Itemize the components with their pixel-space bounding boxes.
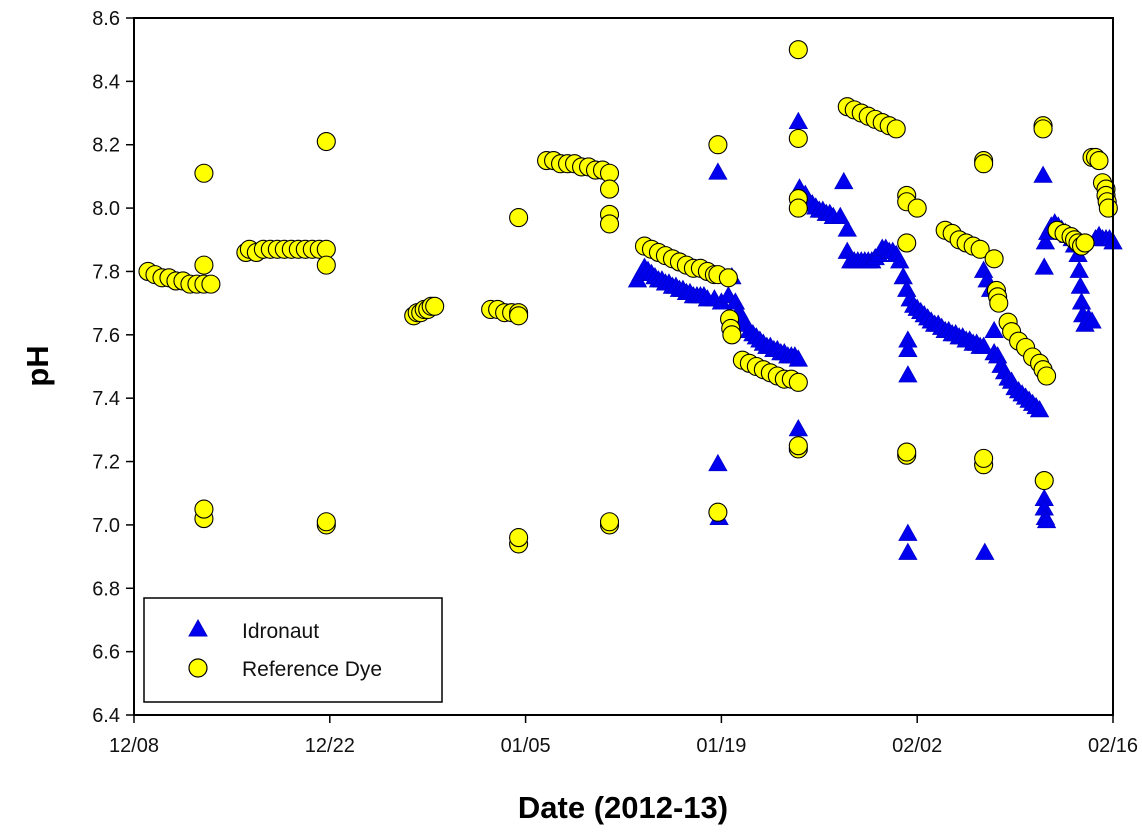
data-point-circle [897,442,917,462]
data-series-layer [138,40,1123,560]
data-point-triangle [788,111,809,129]
y-tick-label: 7.4 [92,388,120,410]
legend: Idronaut Reference Dye [143,597,443,703]
data-point-triangle [898,339,918,358]
y-tick-label: 6.6 [92,642,120,664]
data-point-triangle [890,251,910,269]
x-tick-label: 01/05 [501,735,551,757]
plot-frame [133,17,1114,716]
data-point-triangle [837,219,857,237]
data-point-triangle [1069,260,1089,278]
data-point-circle [984,249,1004,269]
data-point-triangle [830,206,850,224]
data-point-circle [788,198,808,218]
y-axis-ticks: 6.4 6.6 6.8 7.0 7.2 7.4 7.6 7.8 8.0 8.2 8.4 8.6 [92,8,134,727]
x-tick-label: 02/16 [1088,735,1138,757]
series-reference-dye [138,40,1118,554]
data-point-circle [970,239,990,259]
data-point-circle [722,325,742,345]
data-point-circle [194,163,214,183]
data-point-triangle [788,349,809,367]
y-tick-label: 6.4 [92,705,120,727]
data-point-circle [788,40,808,60]
data-point-triangle [975,542,995,560]
y-tick-label: 7.2 [92,452,120,474]
data-point-circle [788,128,808,148]
legend-circle-icon [188,658,208,678]
data-point-circle [425,296,445,316]
data-point-triangle [1035,232,1056,250]
data-point-circle [1033,119,1053,139]
data-point-circle [1034,471,1054,491]
x-tick-label: 01/19 [696,735,746,757]
data-point-circle [989,293,1009,313]
data-point-circle [599,214,620,234]
data-point-triangle [708,453,728,472]
legend-label-idronaut: Idronaut [242,620,319,643]
y-tick-label: 7.8 [92,261,120,283]
data-point-circle [788,372,808,392]
data-point-triangle [973,336,994,354]
data-point-circle [886,119,906,139]
data-point-circle [194,255,214,275]
y-tick-label: 7.0 [92,515,120,537]
data-point-triangle [893,266,913,285]
data-point-circle [316,255,336,275]
data-point-circle [718,268,738,288]
y-tick-label: 8.0 [92,198,120,220]
data-point-circle [788,436,808,456]
x-tick-label: 12/08 [109,735,159,757]
data-point-triangle [1036,510,1057,529]
data-point-circle [907,198,927,218]
data-point-circle [599,512,620,532]
data-point-circle [509,208,529,228]
y-tick-label: 6.8 [92,578,120,600]
data-point-triangle [1029,400,1050,418]
data-point-triangle [1034,257,1054,275]
data-point-triangle [834,171,854,190]
legend-label-reference-dye: Reference Dye [242,658,382,681]
data-point-circle [1098,198,1118,218]
y-tick-label: 7.6 [92,325,120,347]
data-point-circle [509,306,529,326]
data-point-triangle [898,523,918,541]
data-point-circle [974,154,994,174]
data-point-triangle [984,320,1004,339]
x-axis-title: Date (2012-13) [518,790,728,825]
y-tick-label: 8.2 [92,135,120,157]
data-point-circle [897,233,917,253]
legend-box [143,597,443,703]
x-tick-label: 12/22 [305,735,355,757]
data-point-triangle [898,542,918,560]
data-point-circle [316,132,336,152]
y-tick-label: 8.4 [92,71,120,93]
data-point-circle [1075,233,1095,253]
data-point-triangle [1082,311,1102,329]
data-point-triangle [1033,165,1053,183]
x-tick-label: 02/02 [892,735,942,757]
y-axis-title: pH [20,345,55,386]
data-point-circle [1037,366,1057,386]
data-point-triangle [708,162,728,180]
data-point-circle [194,499,214,519]
data-point-circle [201,274,221,294]
data-point-circle [708,135,728,155]
data-point-circle [316,512,336,532]
data-point-circle [974,448,994,468]
data-point-triangle [1070,276,1091,294]
data-point-circle [599,179,620,199]
data-point-circle [509,528,529,548]
data-point-triangle [898,365,918,383]
data-point-circle [1089,151,1109,171]
x-axis-ticks: 12/08 12/22 01/05 01/19 02/02 02/16 [109,715,1138,757]
data-point-circle [708,502,728,522]
y-tick-label: 8.6 [92,8,120,30]
legend-triangle-icon [188,618,208,637]
